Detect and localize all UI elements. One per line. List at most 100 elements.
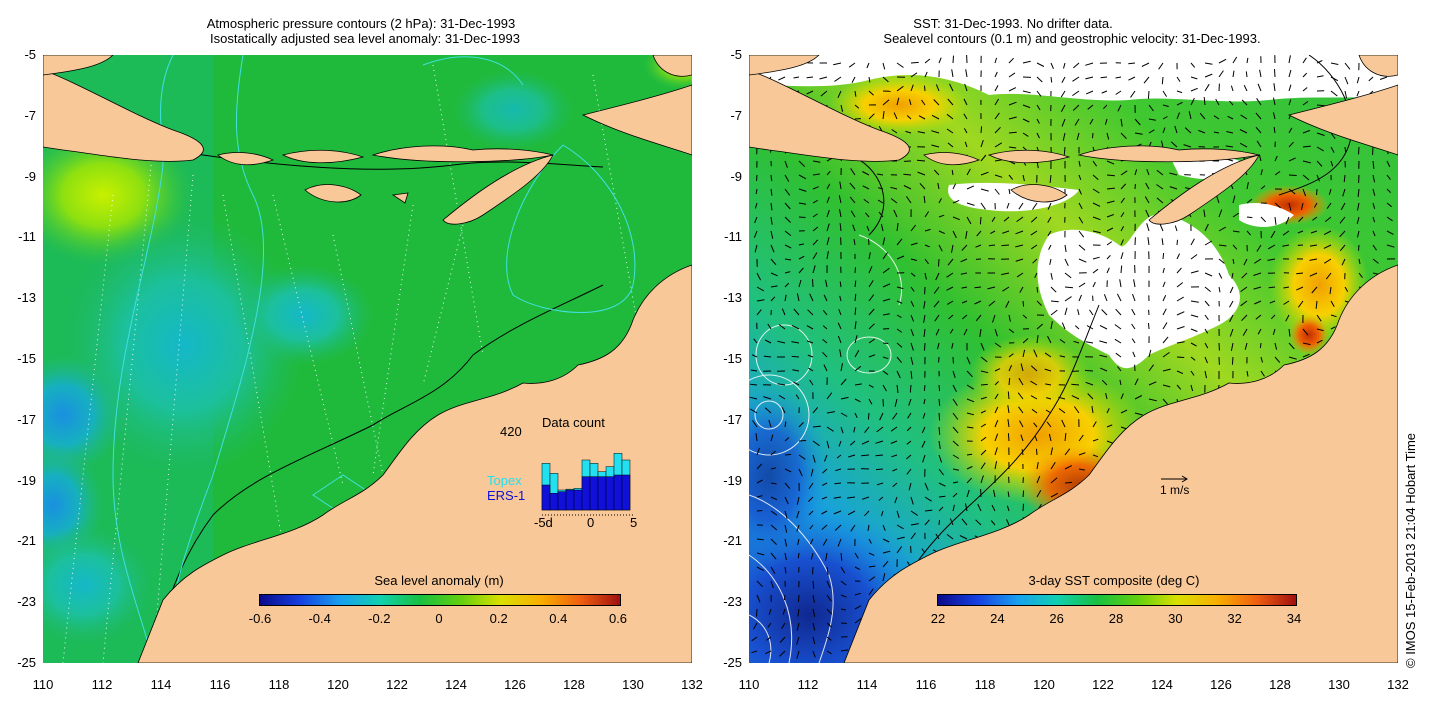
velocity-vector xyxy=(1084,369,1094,372)
velocity-vector xyxy=(1176,76,1181,82)
velocity-vector xyxy=(1092,160,1098,167)
velocity-vector xyxy=(1159,224,1164,232)
velocity-vector xyxy=(1059,338,1066,344)
velocity-vector xyxy=(826,650,832,655)
velocity-vector xyxy=(867,524,870,531)
velocity-vector xyxy=(750,383,758,386)
sumba-island xyxy=(304,184,362,203)
velocity-vector xyxy=(1148,381,1157,386)
velocity-vector xyxy=(876,426,884,433)
velocity-vector xyxy=(1046,397,1052,400)
velocity-vector xyxy=(1330,300,1335,307)
velocity-vector xyxy=(822,351,828,358)
velocity-vector xyxy=(1092,188,1100,194)
velocity-vector xyxy=(1188,111,1192,120)
velocity-vector xyxy=(880,223,884,232)
velocity-vector xyxy=(826,440,830,449)
velocity-vector xyxy=(1176,370,1184,375)
right-lon-tick: 122 xyxy=(1092,677,1114,692)
velocity-vector xyxy=(826,223,830,232)
velocity-vector xyxy=(1114,338,1122,344)
velocity-vector xyxy=(882,298,891,302)
velocity-vector xyxy=(840,608,847,611)
velocity-vector xyxy=(784,174,790,182)
velocity-vector xyxy=(782,608,786,615)
velocity-vector xyxy=(1146,223,1150,232)
velocity-vector xyxy=(848,62,856,68)
velocity-vector xyxy=(1050,477,1058,484)
velocity-vector xyxy=(994,174,1003,178)
velocity-vector xyxy=(1330,160,1334,167)
velocity-vector xyxy=(980,202,986,210)
velocity-vector xyxy=(837,90,842,99)
velocity-vector xyxy=(1001,244,1010,247)
right-lon-tick: 126 xyxy=(1210,677,1232,692)
left-colorbar-tick: 0.2 xyxy=(489,611,508,626)
velocity-vector xyxy=(949,518,954,526)
velocity-vector xyxy=(1218,58,1227,64)
velocity-vector xyxy=(1272,328,1276,335)
velocity-vector xyxy=(1169,186,1178,190)
velocity-vector xyxy=(910,510,918,516)
velocity-vector xyxy=(938,454,943,463)
velocity-vector xyxy=(781,308,786,316)
velocity-vector xyxy=(994,420,999,428)
sea-level-anomaly-map[interactable] xyxy=(43,55,692,663)
velocity-vector xyxy=(796,622,800,631)
velocity-vector xyxy=(961,518,968,526)
velocity-vector xyxy=(1061,322,1066,330)
right-colorbar-tick: 28 xyxy=(1108,611,1124,626)
velocity-vector xyxy=(988,300,996,307)
velocity-vector xyxy=(994,85,999,92)
velocity-vector xyxy=(783,594,786,601)
velocity-vector xyxy=(952,183,957,190)
left-lat-tick: -5 xyxy=(24,47,36,62)
velocity-vector xyxy=(1239,142,1248,148)
velocity-vector xyxy=(798,243,805,246)
velocity-vector xyxy=(1092,256,1100,260)
velocity-vector xyxy=(798,454,806,460)
velocity-vector xyxy=(1120,118,1123,127)
velocity-vector xyxy=(823,294,828,302)
velocity-vector xyxy=(1085,341,1094,344)
velocity-vector xyxy=(1078,452,1086,456)
velocity-vector xyxy=(839,223,842,232)
velocity-vector xyxy=(1267,258,1276,261)
velocity-vector xyxy=(854,412,858,419)
velocity-vector xyxy=(966,216,972,225)
velocity-vector xyxy=(1302,160,1311,164)
velocity-vector xyxy=(1115,90,1122,95)
velocity-vector xyxy=(1031,244,1038,250)
velocity-vector xyxy=(1036,90,1042,97)
velocity-vector xyxy=(798,202,807,205)
velocity-vector xyxy=(980,154,987,162)
velocity-vector xyxy=(882,356,889,360)
velocity-vector xyxy=(1008,188,1011,195)
right-colorbar-tick: 22 xyxy=(930,611,946,626)
velocity-vector xyxy=(1325,272,1332,280)
velocity-vector xyxy=(1162,351,1170,358)
velocity-vector xyxy=(1064,258,1069,267)
velocity-vector xyxy=(854,280,857,288)
velocity-vector xyxy=(1134,395,1143,400)
velocity-vector xyxy=(1063,146,1066,155)
velocity-vector xyxy=(1092,216,1101,221)
velocity-vector xyxy=(1241,99,1248,106)
velocity-vector xyxy=(1064,272,1072,279)
velocity-vector xyxy=(1032,258,1038,264)
velocity-vector xyxy=(784,453,792,456)
velocity-vector xyxy=(861,496,870,500)
velocity-vector xyxy=(1128,62,1136,65)
velocity-vector xyxy=(850,210,856,218)
velocity-vector xyxy=(1036,62,1045,67)
velocity-vector xyxy=(1232,258,1235,264)
velocity-vector xyxy=(1260,216,1266,223)
velocity-vector xyxy=(1106,187,1115,190)
velocity-vector xyxy=(1162,252,1165,260)
velocity-vector xyxy=(840,552,843,561)
velocity-vector xyxy=(938,230,946,235)
velocity-vector xyxy=(1309,244,1318,247)
velocity-vector xyxy=(793,76,800,79)
sst-map[interactable] xyxy=(749,55,1398,663)
velocity-vector xyxy=(821,524,828,530)
